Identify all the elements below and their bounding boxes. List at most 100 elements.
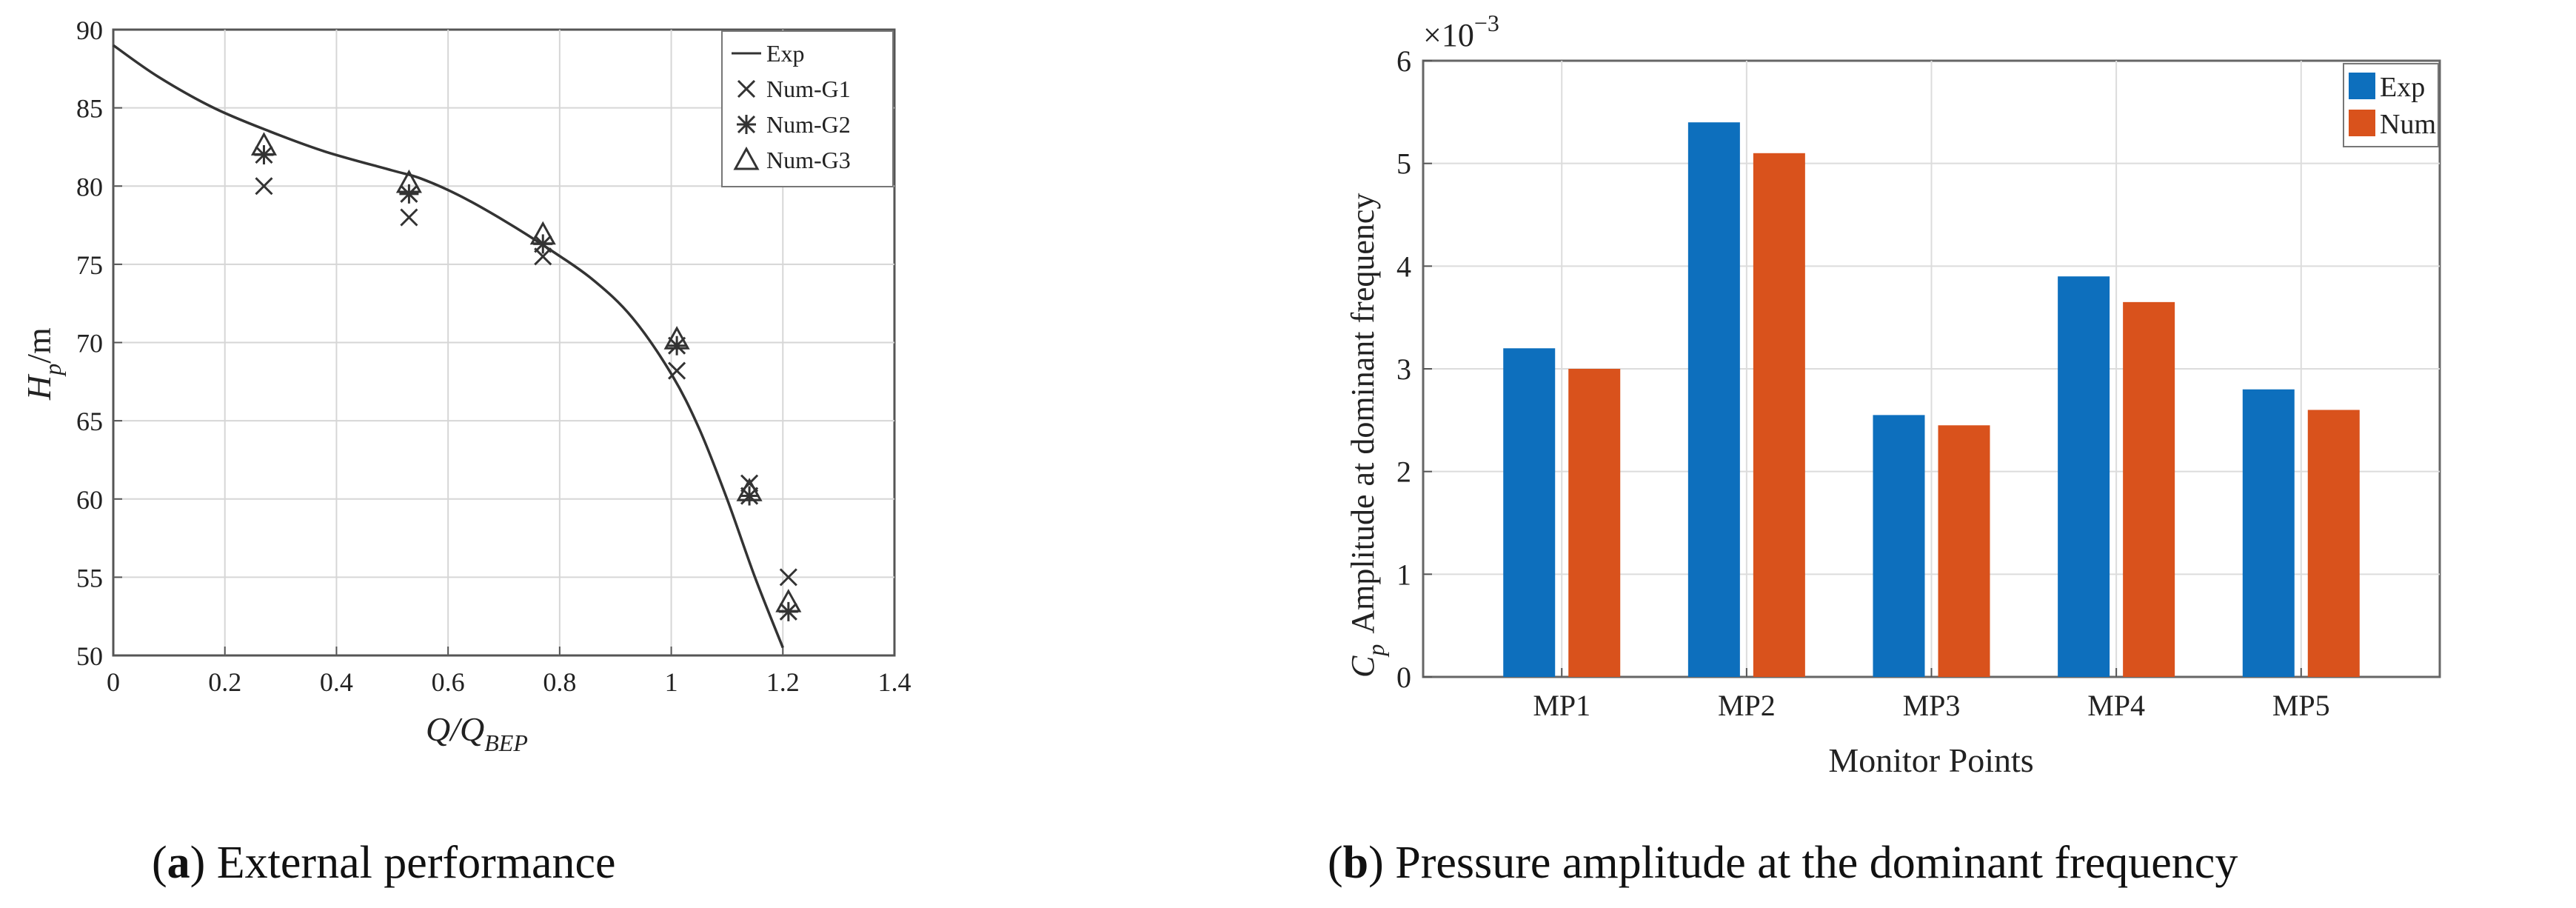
x-tick-label-a: 1.4 [878,667,911,697]
legend-g3-marker [733,146,760,170]
legend-exp-label-b: Exp [2380,72,2425,103]
y-ticks-b: 0 1 2 3 4 5 6 [1396,44,1432,694]
x-tick-label-a: 0.2 [208,667,241,697]
legend-b: Exp Num [2343,63,2439,147]
scale-base: ×10 [1423,17,1474,53]
legend-g2-marker [737,115,756,134]
x-tick-label-a: 0.6 [432,667,465,697]
x-tick-label-b: MP4 [2087,689,2145,722]
legend-g2-label: Num-G2 [766,111,851,138]
bar-num-mp5 [2307,410,2360,677]
grid-a [113,30,894,655]
y-tick-label-b: 1 [1396,558,1411,591]
legend-g1-label: Num-G1 [766,76,851,102]
legend-a: Exp Num-G1 Num-G2 Num-G3 [721,30,894,187]
caption-b-letter: b [1343,838,1368,888]
y-scale-exponent: ×10−3 [1423,10,1499,53]
marker-num-g2 [740,486,760,506]
scale-exp: −3 [1474,10,1499,36]
y-tick-label-b: 6 [1396,44,1411,78]
x-tick-label-a: 1.2 [766,667,800,697]
panel-b-chart: 0 1 2 3 4 5 6 MP1 MP2 MP3 MP4 MP5 ×10−3 Exp Num Mo… [1345,10,2441,779]
bars-b [1503,122,2360,678]
x-tick-label-b: MP5 [2272,689,2330,722]
x-ticks-a: 0 0.2 0.4 0.6 0.8 1 1.2 1.4 [107,647,911,697]
marker-num-g3 [663,326,690,350]
y-tick-label-b: 4 [1396,250,1411,283]
legend-exp-label: Exp [766,40,805,67]
caption-a-letter: a [167,838,190,888]
marker-num-g3 [736,478,763,501]
legend-g1-marker [737,79,756,99]
legend-g3-label: Num-G3 [766,147,851,173]
y-axis-label-a: Hp/m [20,327,66,401]
bar-num-mp3 [1938,425,1990,677]
y-tick-label-a: 80 [76,172,103,201]
series-exp-line [112,44,784,649]
bar-num-mp4 [2123,301,2175,677]
y-tick-label-a: 75 [76,250,103,280]
x-axis-label-a: Q/QBEP [426,710,528,756]
x-tick-label-a: 0 [107,667,120,697]
y-axis-label-b: Cp Amplitude at dominant frequency [1345,193,1389,678]
y-tick-label-a: 50 [76,641,103,671]
bar-exp-mp3 [1873,415,1925,677]
y-label-sub-a: p [39,364,66,377]
y-tick-label-b: 0 [1396,661,1411,694]
caption-b-text: ) Pressure amplitude at the dominant fre… [1368,838,2238,888]
marker-num-g1 [400,208,418,227]
marker-num-g3 [775,589,802,612]
y-tick-label-a: 85 [76,94,103,124]
x-tick-label-b: MP2 [1718,689,1776,722]
marker-num-g3 [529,221,556,245]
series-markers-a [250,132,802,621]
x-tick-label-b: MP1 [1533,689,1590,722]
x-tick-label-a: 0.4 [320,667,353,697]
y-tick-label-a: 60 [76,485,103,515]
bar-num-mp2 [1753,153,1805,678]
bar-exp-mp5 [2242,389,2295,677]
bar-num-mp1 [1568,369,1621,677]
marker-num-g1 [534,247,552,266]
legend-box-a [721,30,894,187]
bar-exp-mp4 [2058,276,2110,677]
x-axis-label-b: Monitor Points [1828,741,2033,779]
y-tick-label-b: 2 [1396,455,1411,489]
legend-triangle-marker [733,146,760,170]
y-ticks-a: 50 55 60 65 70 75 80 85 90 [76,16,122,671]
marker-num-g1 [668,361,686,380]
y-tick-label-b: 5 [1396,147,1411,181]
caption-a: (a) External performance [152,838,616,888]
y-label-sub-b: p [1362,644,1389,658]
bar-exp-mp2 [1687,122,1740,677]
y-tick-label-a: 55 [76,563,103,592]
y-tick-label-a: 65 [76,407,103,436]
x-ticks-b: MP1 MP2 MP3 MP4 MP5 [1533,668,2330,722]
y-label-main-b: C [1345,655,1381,678]
marker-num-g3 [395,169,422,193]
y-label-rest-b: Amplitude at dominant frequency [1345,193,1381,634]
legend-x-marker [737,79,756,99]
x-tick-label-a: 0.8 [543,667,576,697]
marker-num-g2 [399,184,419,204]
x-label-sub-a: BEP [484,730,528,756]
marker-num-g3 [250,132,278,156]
legend-exp-swatch-b [2349,73,2375,99]
legend-star-marker [737,115,756,134]
legend-num-label-b: Num [2380,109,2436,140]
y-label-main-a: H [20,373,58,401]
y-tick-label-b: 3 [1396,353,1411,386]
legend-num-swatch-b [2349,110,2375,136]
marker-num-g1 [779,568,797,587]
y-tick-label-a: 70 [76,329,103,358]
panel-a-chart: 0 0.2 0.4 0.6 0.8 1 1.2 1.4 505560657075808590 … [20,16,911,756]
x-tick-label-a: 1 [665,667,678,697]
y-tick-label-a: 90 [76,16,103,45]
y-label-unit-a: /m [20,327,58,364]
marker-num-g1 [255,177,273,196]
caption-b: (b) Pressure amplitude at the dominant f… [1328,838,2238,888]
caption-a-text: ) External performance [190,838,616,888]
x-tick-label-b: MP3 [1903,689,1961,722]
x-label-main-a: Q/Q [426,710,484,748]
